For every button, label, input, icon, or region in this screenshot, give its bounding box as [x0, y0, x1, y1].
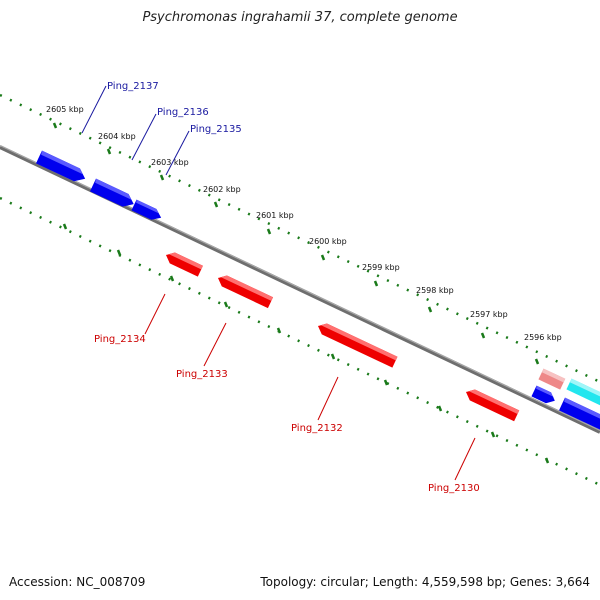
reverse-gene-ping-2133[interactable] — [215, 273, 274, 309]
scale-label: 2597 kbp — [470, 310, 508, 319]
forward-gene-ping-2137[interactable] — [36, 150, 88, 185]
gene-label-ping-2132: Ping_2132 — [291, 423, 343, 434]
leader-line — [165, 130, 190, 176]
leader-line — [144, 293, 166, 335]
inner-ruler-major-ticks — [62, 223, 550, 464]
forward-gene-ping-2135[interactable] — [131, 199, 163, 224]
reverse-gene-ping-2134[interactable] — [163, 250, 203, 277]
scale-label: 2599 kbp — [362, 263, 400, 272]
scale-label: 2603 kbp — [151, 158, 189, 167]
cyan-gene[interactable] — [566, 378, 600, 411]
gene-label-ping-2136: Ping_2136 — [157, 107, 209, 118]
gene-label-ping-2133: Ping_2133 — [176, 369, 228, 380]
scale-label: 2596 kbp — [524, 333, 562, 342]
scale-label: 2604 kbp — [98, 132, 136, 141]
leader-line — [203, 322, 227, 367]
leader-line — [131, 113, 157, 161]
topology-label: Topology: circular; Length: 4,559,598 bp… — [260, 575, 590, 589]
leader-line — [81, 85, 107, 134]
reverse-gene-ping-2132[interactable] — [315, 321, 398, 368]
map-title: Psychromonas ingrahamii 37, complete gen… — [142, 10, 458, 25]
gene-label-ping-2137: Ping_2137 — [107, 81, 159, 92]
outer-ruler-major-ticks — [52, 122, 540, 365]
forward-gene-unlabeled[interactable] — [559, 397, 600, 435]
gene-label-ping-2135: Ping_2135 — [190, 124, 242, 135]
scale-label: 2602 kbp — [203, 185, 241, 194]
pink-gene[interactable] — [538, 368, 566, 390]
genome-backbone-highlight — [0, 144, 600, 432]
forward-gene-unlabeled[interactable] — [531, 385, 557, 407]
gene-label-ping-2134: Ping_2134 — [94, 334, 146, 345]
outer-ruler — [0, 93, 600, 384]
forward-gene-ping-2136[interactable] — [90, 178, 137, 211]
scale-label: 2605 kbp — [46, 105, 84, 114]
scale-label: 2598 kbp — [416, 286, 454, 295]
genome-backbone — [0, 145, 600, 434]
scale-label: 2601 kbp — [256, 211, 294, 220]
inner-ruler — [0, 196, 600, 487]
leader-line — [317, 376, 339, 421]
scale-label: 2600 kbp — [309, 237, 347, 246]
gene-label-ping-2130: Ping_2130 — [428, 483, 480, 494]
leader-line — [454, 437, 476, 481]
reverse-gene-ping-2130[interactable] — [463, 387, 520, 422]
accession-label: Accession: NC_008709 — [9, 575, 146, 589]
